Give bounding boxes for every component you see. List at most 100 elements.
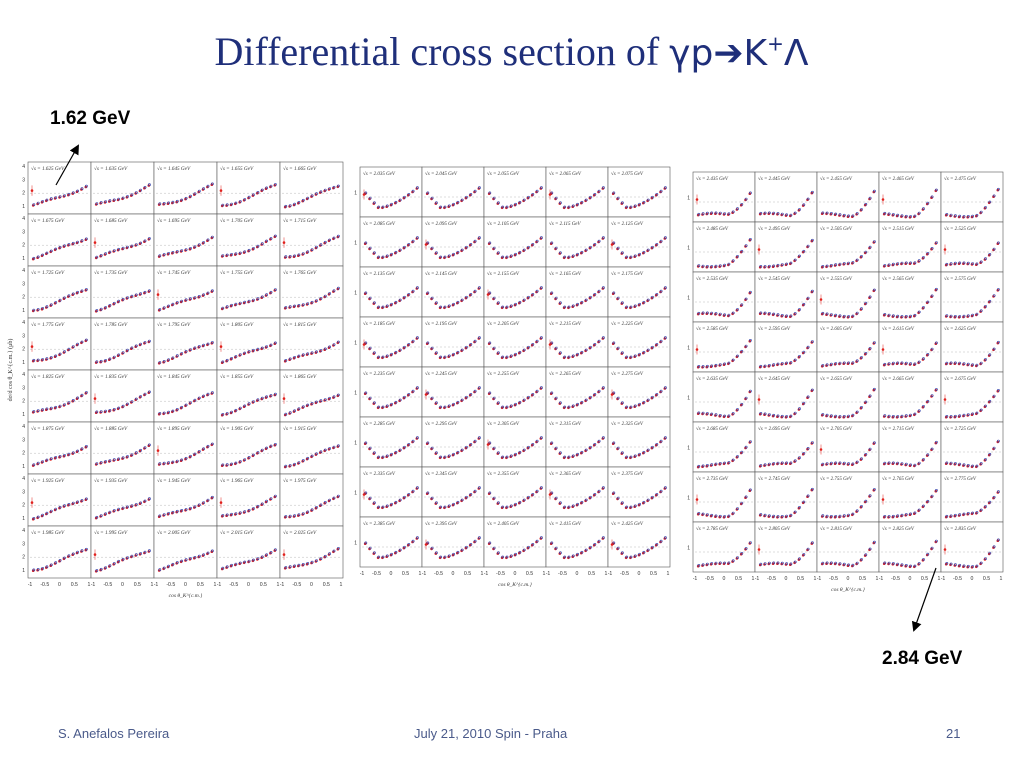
data-point-blue [838,415,842,418]
data-point-blue [975,464,979,468]
data-point-blue [860,457,863,461]
data-point-blue [80,239,84,243]
data-point-blue [238,353,242,357]
data-point-blue [443,255,447,259]
plot-panel: √s = 2.515 GeV [878,221,942,273]
data-point-blue [221,463,225,467]
data-point-blue [763,513,767,517]
data-point-blue [909,564,913,568]
plot-panel: √s = 1.645 GeV [153,161,218,215]
data-point-blue [158,308,162,311]
data-point-blue [891,361,895,365]
data-point-blue [411,489,415,493]
data-point-blue [469,392,473,396]
data-point-blue [727,514,731,518]
data-point-blue [864,452,868,456]
data-point-blue [301,459,305,462]
data-point-blue [492,496,496,500]
data-point-blue [243,404,247,408]
data-point-blue [230,563,234,567]
data-point-blue [310,508,314,512]
panel-energy-label: √s = 2.105 GeV [487,221,520,227]
y-tick-label: 1 [22,308,25,314]
plot-panel: √s = 2.545 GeV [754,271,818,323]
data-point-blue [772,211,776,215]
data-point-blue [988,399,992,403]
data-point-blue [319,190,323,194]
data-point-blue [319,243,323,247]
panel-energy-label: √s = 2.325 GeV [611,421,644,427]
panel-energy-label: √s = 1.925 GeV [31,477,65,484]
data-point-blue [883,362,887,366]
data-point-blue [189,297,192,301]
data-point-blue [527,495,530,499]
x-tick-label: 0.5 [71,582,78,588]
data-point-blue [992,194,996,198]
data-point-blue [112,407,116,411]
data-point-blue [576,302,580,306]
data-point-blue [310,300,314,304]
data-point-blue [306,250,310,254]
data-point-blue [834,514,838,518]
plot-grid-mid: √s = 2.035 GeV √s = 2.045 GeV √s = 2.055 G… [354,166,671,588]
panel-energy-label: √s = 2.135 GeV [363,271,396,277]
data-point-blue [32,358,36,362]
data-point-blue [949,314,953,318]
data-point-blue [158,462,162,466]
data-point-blue [167,358,171,362]
data-point-blue [398,298,402,302]
data-point-blue [256,244,260,248]
data-point-blue [189,194,192,198]
y-tick-label: 4 [22,268,25,274]
data-point-blue [143,239,147,243]
x-tick-label: 0 [847,576,850,582]
x-tick-label: 0 [723,576,726,582]
y-tick-label: 1 [687,346,690,352]
data-point-blue [554,346,558,350]
panel-energy-label: √s = 1.965 GeV [220,477,254,484]
data-point-blue [221,412,225,416]
data-point-blue [900,462,904,466]
data-point-blue [718,514,722,518]
data-point-blue [979,508,983,512]
data-point-blue [789,562,793,566]
plot-panel: √s = 2.785 GeV [692,521,756,573]
data-point-blue [452,252,456,256]
data-point-blue [488,291,492,295]
data-point-blue [112,509,116,512]
x-tick-label: 0 [909,576,912,582]
data-point-blue [175,301,179,304]
data-point-blue [996,288,1000,291]
data-point-blue [394,250,398,254]
data-point-blue [759,364,763,368]
panel-energy-label: √s = 1.945 GeV [157,477,191,484]
data-point-blue [45,407,49,411]
data-point-blue [629,305,633,309]
data-point-blue [896,361,900,365]
data-point-blue [922,256,925,259]
data-point-blue [180,352,184,355]
data-point-blue [121,404,125,408]
data-point-blue [171,510,175,514]
data-point-blue [67,401,71,405]
plot-panel: √s = 1.875 GeV [27,421,92,475]
data-point-blue [612,241,616,245]
data-point-blue [411,289,415,293]
data-point-blue [377,555,381,559]
data-point-blue [847,513,851,517]
data-point-blue [601,336,605,340]
title-lambda: Λ [783,33,809,74]
data-point-blue [67,192,71,196]
data-point-blue [76,342,80,346]
data-point-blue [651,195,654,199]
data-point-blue [780,514,784,518]
panel-energy-label: √s = 2.515 GeV [882,226,915,232]
x-tick-label: 0.5 [134,582,141,588]
data-point-blue [332,445,336,449]
data-point-blue [900,315,904,318]
data-point-blue [273,494,277,498]
data-point-blue [171,200,175,204]
data-point-blue [184,298,188,302]
data-point-blue [447,504,451,508]
data-point-blue [659,289,663,293]
